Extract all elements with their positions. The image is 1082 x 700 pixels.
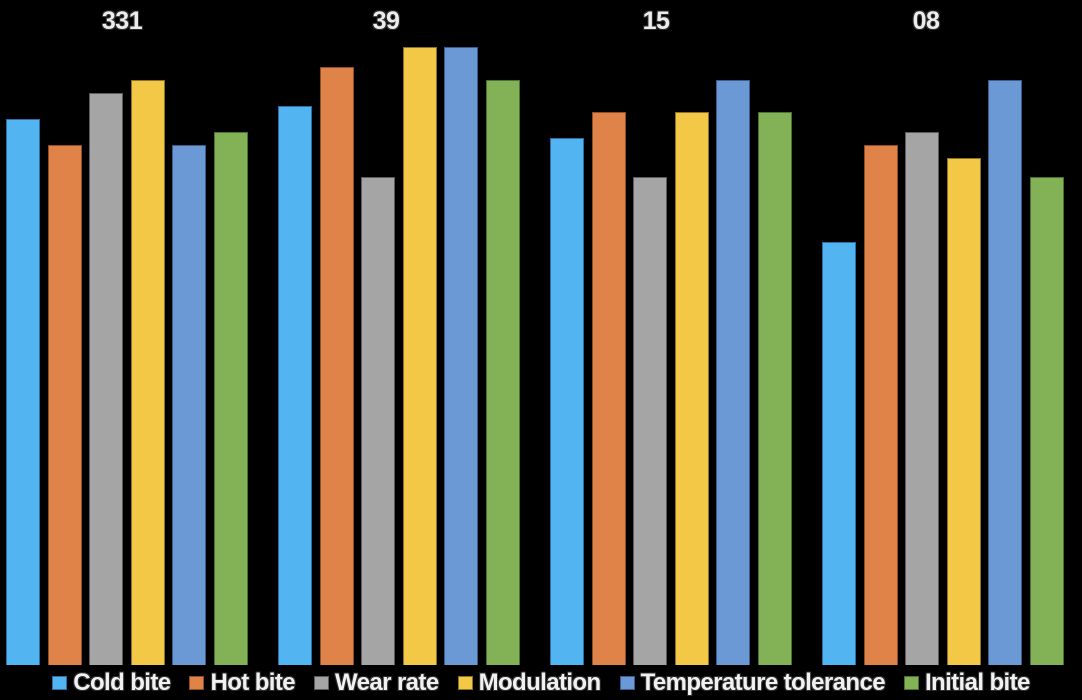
legend-label-initial-bite: Initial bite [924, 669, 1030, 696]
legend-item-modulation: Modulation [457, 669, 602, 696]
bar-initial-bite-15 [757, 112, 792, 665]
legend-item-initial-bite: Initial bite [903, 669, 1030, 696]
legend-label-temperature-tolerance: Temperature tolerance [640, 669, 886, 696]
bar-hot-bite-331 [47, 145, 82, 665]
bar-cold-bite-39 [278, 106, 312, 665]
bar-temperature-tolerance-39 [444, 47, 478, 665]
bar-modulation-39 [402, 47, 437, 665]
bar-temperature-tolerance-08 [988, 80, 1022, 665]
bar-cold-bite-331 [6, 119, 40, 665]
legend: Cold bite Hot bite Wear rate Modulation Temp… [0, 669, 1082, 697]
bar-initial-bite-331 [213, 132, 248, 665]
bar-modulation-331 [130, 80, 165, 665]
bar-initial-bite-08 [1029, 177, 1064, 665]
legend-item-cold-bite: Cold bite [52, 669, 171, 696]
bar-wear-rate-08 [905, 132, 939, 665]
category-label-331: 331 [101, 7, 143, 35]
legend-item-wear-rate: Wear rate [314, 671, 439, 695]
bar-initial-bite-39 [485, 80, 520, 665]
legend-label-cold-bite: Cold bite [73, 669, 171, 696]
bar-modulation-15 [674, 112, 709, 665]
legend-label-hot-bite: Hot bite [210, 669, 296, 696]
category-label-08: 08 [912, 7, 940, 35]
category-label-15: 15 [642, 7, 670, 35]
legend-swatch-wear-rate [314, 676, 330, 690]
bar-cold-bite-15 [550, 138, 584, 665]
bar-temperature-tolerance-331 [172, 145, 206, 665]
legend-swatch-cold-bite [52, 676, 68, 690]
bar-hot-bite-39 [319, 67, 354, 665]
bar-wear-rate-15 [633, 177, 667, 665]
legend-item-temperature-tolerance: Temperature tolerance [619, 669, 886, 696]
legend-label-modulation: Modulation [478, 669, 602, 696]
legend-label-wear-rate: Wear rate [335, 669, 439, 696]
bar-cold-bite-08 [822, 242, 856, 665]
legend-item-hot-bite: Hot bite [189, 669, 296, 696]
bar-wear-rate-331 [89, 93, 123, 665]
legend-swatch-temperature-tolerance [619, 676, 635, 690]
bar-hot-bite-08 [863, 145, 898, 665]
legend-swatch-hot-bite [189, 676, 205, 690]
legend-swatch-initial-bite [903, 676, 919, 690]
bar-hot-bite-15 [591, 112, 626, 665]
bar-modulation-08 [946, 158, 981, 665]
legend-swatch-modulation [457, 676, 473, 690]
bar-wear-rate-39 [361, 177, 395, 665]
bar-temperature-tolerance-15 [716, 80, 750, 665]
category-label-39: 39 [372, 7, 400, 35]
